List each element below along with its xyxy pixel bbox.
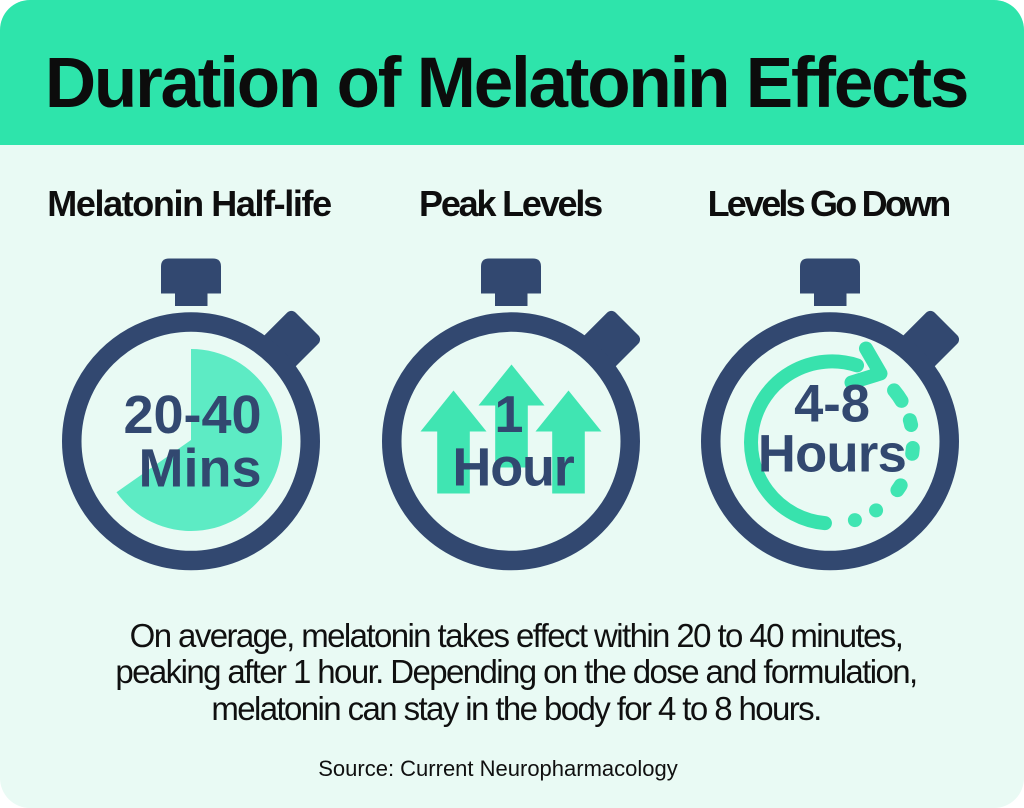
svg-text:4-8: 4-8 bbox=[794, 374, 870, 433]
svg-text:20-40: 20-40 bbox=[123, 385, 261, 445]
svg-text:Mins: Mins bbox=[138, 439, 261, 499]
svg-text:1: 1 bbox=[495, 386, 524, 444]
svg-text:Hours: Hours bbox=[758, 424, 906, 483]
svg-text:Hour: Hour bbox=[452, 438, 574, 498]
